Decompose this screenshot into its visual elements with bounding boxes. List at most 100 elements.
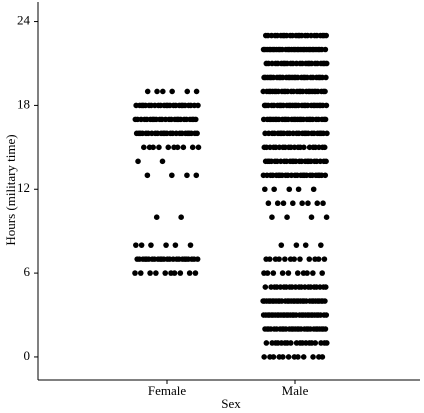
point: [289, 32, 296, 39]
point: [271, 130, 278, 137]
point: [172, 102, 179, 109]
point: [315, 46, 322, 53]
point: [315, 74, 322, 81]
point: [162, 270, 169, 276]
point: [305, 88, 312, 95]
point: [137, 270, 144, 276]
point: [138, 242, 145, 248]
point: [314, 32, 320, 39]
point: [171, 144, 177, 151]
point: [281, 116, 288, 123]
point: [285, 172, 291, 179]
point: [266, 88, 272, 95]
point: [272, 256, 279, 262]
point: [261, 74, 267, 81]
point: [293, 340, 300, 346]
point: [324, 340, 330, 346]
point: [315, 116, 322, 123]
point: [300, 270, 307, 276]
point: [262, 186, 268, 193]
point: [299, 312, 305, 318]
point: [166, 256, 173, 262]
point: [299, 60, 306, 67]
point: [274, 312, 281, 318]
point: [264, 326, 271, 332]
point: [144, 116, 150, 123]
point: [260, 172, 267, 179]
point: [313, 284, 320, 290]
point: [133, 242, 139, 248]
point: [301, 102, 307, 109]
point: [269, 340, 275, 346]
point: [269, 214, 275, 221]
point: [136, 130, 142, 137]
point: [169, 88, 175, 95]
point: [319, 270, 325, 276]
point: [293, 242, 300, 248]
point: [274, 200, 281, 207]
point: [154, 88, 160, 95]
point: [300, 46, 306, 53]
y-tick-label: 6: [24, 264, 31, 279]
point: [285, 270, 292, 276]
point: [271, 186, 277, 193]
point: [265, 60, 272, 67]
point: [303, 326, 310, 332]
point: [312, 256, 318, 262]
point: [266, 298, 272, 304]
point: [307, 284, 314, 290]
point: [179, 130, 185, 137]
point: [279, 326, 286, 332]
point: [282, 144, 288, 151]
point: [268, 284, 274, 290]
point: [273, 144, 279, 151]
point: [267, 74, 273, 81]
point: [294, 172, 301, 179]
point: [275, 60, 281, 67]
point: [311, 88, 318, 95]
point: [314, 298, 321, 304]
point: [145, 130, 152, 137]
point: [323, 312, 330, 318]
y-axis-label: Hours (military time): [3, 134, 18, 245]
point: [271, 88, 278, 95]
point: [144, 88, 151, 95]
point: [310, 74, 316, 81]
point: [274, 284, 280, 290]
point: [193, 88, 200, 95]
point: [289, 158, 296, 165]
point: [286, 130, 293, 137]
point: [286, 186, 293, 193]
point: [284, 340, 291, 346]
point: [316, 130, 323, 137]
point: [310, 270, 316, 276]
point: [266, 116, 273, 123]
point: [290, 298, 297, 304]
point: [174, 116, 180, 123]
point: [262, 130, 268, 137]
point: [159, 116, 165, 123]
point: [321, 256, 328, 262]
point: [285, 354, 292, 360]
point: [290, 200, 296, 207]
point: [299, 200, 305, 207]
point: [296, 130, 302, 137]
point: [321, 116, 328, 123]
point: [144, 172, 151, 179]
point: [315, 172, 321, 179]
point: [285, 74, 292, 81]
point: [291, 354, 298, 360]
point: [291, 116, 297, 123]
point: [304, 312, 311, 318]
point: [184, 130, 191, 137]
point: [312, 144, 319, 151]
point: [292, 102, 298, 109]
point: [290, 88, 297, 95]
point: [156, 144, 162, 151]
point: [282, 256, 288, 262]
point: [300, 172, 306, 179]
point: [186, 270, 193, 276]
y-tick-label: 12: [17, 180, 30, 195]
point: [163, 242, 169, 248]
point: [301, 130, 308, 137]
